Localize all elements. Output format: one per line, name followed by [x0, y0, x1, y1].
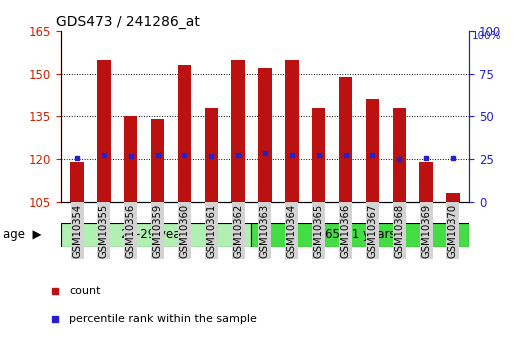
Bar: [97, 60, 111, 202]
Text: GSM10356: GSM10356: [126, 204, 136, 258]
Text: age  ▶: age ▶: [3, 228, 41, 241]
Bar: [366, 99, 379, 202]
Bar: [312, 108, 325, 202]
Bar: [151, 119, 164, 202]
Text: 65-71 years: 65-71 years: [325, 228, 395, 241]
Text: percentile rank within the sample: percentile rank within the sample: [69, 314, 257, 324]
Text: 20-29 years: 20-29 years: [121, 228, 191, 241]
Bar: [70, 162, 84, 202]
Bar: [178, 65, 191, 202]
Text: GSM10364: GSM10364: [287, 204, 297, 258]
Bar: [205, 108, 218, 202]
Text: GSM10367: GSM10367: [367, 204, 377, 258]
Bar: [285, 60, 298, 202]
Text: GSM10359: GSM10359: [153, 204, 163, 258]
Text: GDS473 / 241286_at: GDS473 / 241286_at: [56, 15, 199, 29]
Text: 100%: 100%: [472, 31, 501, 41]
Bar: [251, 223, 469, 247]
Bar: [124, 117, 137, 202]
Text: GSM10361: GSM10361: [206, 204, 216, 258]
Bar: [61, 223, 251, 247]
Text: GSM10370: GSM10370: [448, 204, 458, 258]
Bar: [258, 68, 272, 202]
Bar: [232, 60, 245, 202]
Bar: [419, 162, 433, 202]
Bar: [339, 77, 352, 202]
Text: count: count: [69, 286, 101, 296]
Text: GSM10354: GSM10354: [72, 204, 82, 258]
Bar: [393, 108, 406, 202]
Text: GSM10362: GSM10362: [233, 204, 243, 258]
Text: GSM10360: GSM10360: [180, 204, 189, 258]
Text: GSM10363: GSM10363: [260, 204, 270, 258]
Text: GSM10369: GSM10369: [421, 204, 431, 258]
Text: GSM10365: GSM10365: [314, 204, 324, 258]
Text: GSM10366: GSM10366: [341, 204, 350, 258]
Text: GSM10368: GSM10368: [394, 204, 404, 258]
Text: GSM10355: GSM10355: [99, 204, 109, 258]
Bar: [446, 193, 460, 202]
